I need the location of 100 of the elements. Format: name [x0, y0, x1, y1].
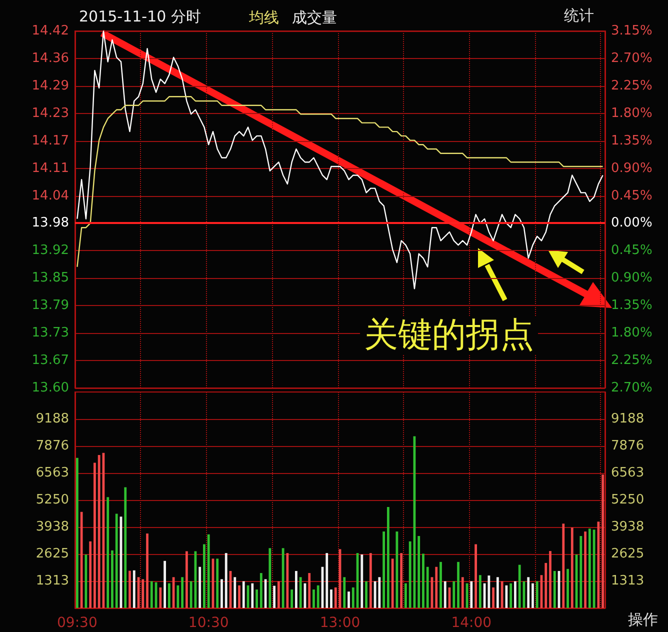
bar [124, 487, 127, 608]
y2-tick-label: 1.80% [611, 106, 652, 121]
bar [518, 564, 521, 608]
bar [282, 548, 284, 608]
y2-tick-label: 5250 [611, 492, 644, 508]
bar [452, 581, 456, 608]
y2-tick-label: 0.00% [611, 216, 652, 231]
bar [115, 514, 118, 608]
x-tick-label: 13:00 [320, 615, 360, 631]
bar [273, 586, 276, 608]
y2-tick-label: 2.70% [611, 50, 652, 66]
y-tick-label: 7876 [36, 438, 69, 454]
bar [334, 587, 337, 608]
bar [146, 534, 148, 608]
bar [408, 541, 412, 608]
y-tick-label: 14.42 [32, 24, 69, 38]
y2-tick-label: 2.25% [611, 78, 652, 94]
y2-tick-label: 0.90% [611, 270, 652, 286]
y2-tick-label: 1313 [611, 573, 644, 588]
x-tick-label: 10:30 [188, 615, 229, 631]
bar [418, 536, 420, 608]
y-tick-label: 13.60 [32, 380, 69, 396]
y2-tick-label: 2625 [611, 546, 644, 562]
y-tick-label: 3938 [36, 519, 69, 534]
bar [426, 566, 429, 608]
bar [84, 554, 88, 608]
bar [496, 577, 499, 608]
bar [164, 560, 166, 608]
bar [584, 531, 586, 608]
chart-title: 2015-11-10 分时 [79, 8, 201, 26]
bar [343, 577, 346, 608]
bar [234, 577, 236, 608]
bar [544, 562, 548, 608]
bar [198, 566, 202, 608]
bar [268, 548, 272, 608]
bar [532, 583, 534, 608]
line-series [76, 96, 604, 268]
text: 统计 [564, 6, 594, 24]
bar [514, 581, 516, 608]
bar [159, 587, 162, 608]
bar [549, 551, 552, 608]
y-tick-label: 14.29 [32, 78, 69, 94]
bar [142, 579, 144, 608]
bar [570, 528, 574, 608]
bar [386, 506, 390, 608]
y2-tick-label: 1.35% [611, 133, 652, 148]
bar [562, 524, 565, 608]
bar [566, 568, 569, 608]
bar [478, 575, 482, 608]
bar [348, 592, 350, 608]
bar [172, 577, 175, 608]
bar [510, 583, 512, 608]
y2-tick-label: 9188 [611, 411, 644, 426]
text: 操作 [628, 610, 658, 628]
bar [352, 587, 354, 608]
y2-tick-label: 1.35% [611, 298, 652, 314]
y2-tick-label: 0.45% [611, 243, 652, 258]
y-tick-label: 13.79 [32, 298, 69, 314]
y-tick-label: 5250 [36, 492, 69, 508]
y2-tick-label: 0.45% [611, 188, 652, 204]
y2-tick-label: 7876 [611, 438, 644, 454]
y2-tick-label: 6563 [611, 465, 644, 480]
bar [256, 589, 258, 608]
bar [224, 553, 228, 608]
bar [260, 573, 262, 608]
bar [597, 522, 600, 608]
bar [111, 550, 114, 608]
bar [536, 581, 538, 608]
bar [185, 551, 188, 608]
bar [98, 454, 100, 608]
y-tick-label: 9188 [36, 411, 69, 426]
bar [505, 585, 508, 608]
y-tick-label: 13.98 [32, 216, 69, 231]
bar [168, 583, 170, 608]
bar [76, 458, 78, 608]
bar [378, 577, 381, 608]
y-tick-label: 14.17 [32, 133, 69, 148]
bar [308, 573, 311, 608]
text: 成交量 [292, 8, 337, 26]
bar [290, 589, 294, 608]
bar [128, 570, 131, 608]
bar [404, 583, 407, 608]
bar [588, 528, 591, 608]
y-tick-label: 2625 [36, 546, 69, 562]
bar [470, 581, 473, 608]
bar [190, 581, 192, 608]
bar [391, 558, 394, 608]
bar [242, 581, 245, 608]
bar [457, 562, 460, 608]
bar [299, 577, 302, 608]
bar [396, 531, 398, 608]
bar [527, 577, 530, 608]
bar [94, 462, 96, 608]
bar [444, 581, 446, 608]
bar [132, 570, 136, 608]
text: 均线 [248, 8, 279, 26]
y-tick-label: 14.23 [32, 106, 69, 121]
bar [207, 534, 210, 608]
bar [369, 553, 372, 608]
y2-tick-label: 3.15% [611, 24, 652, 38]
